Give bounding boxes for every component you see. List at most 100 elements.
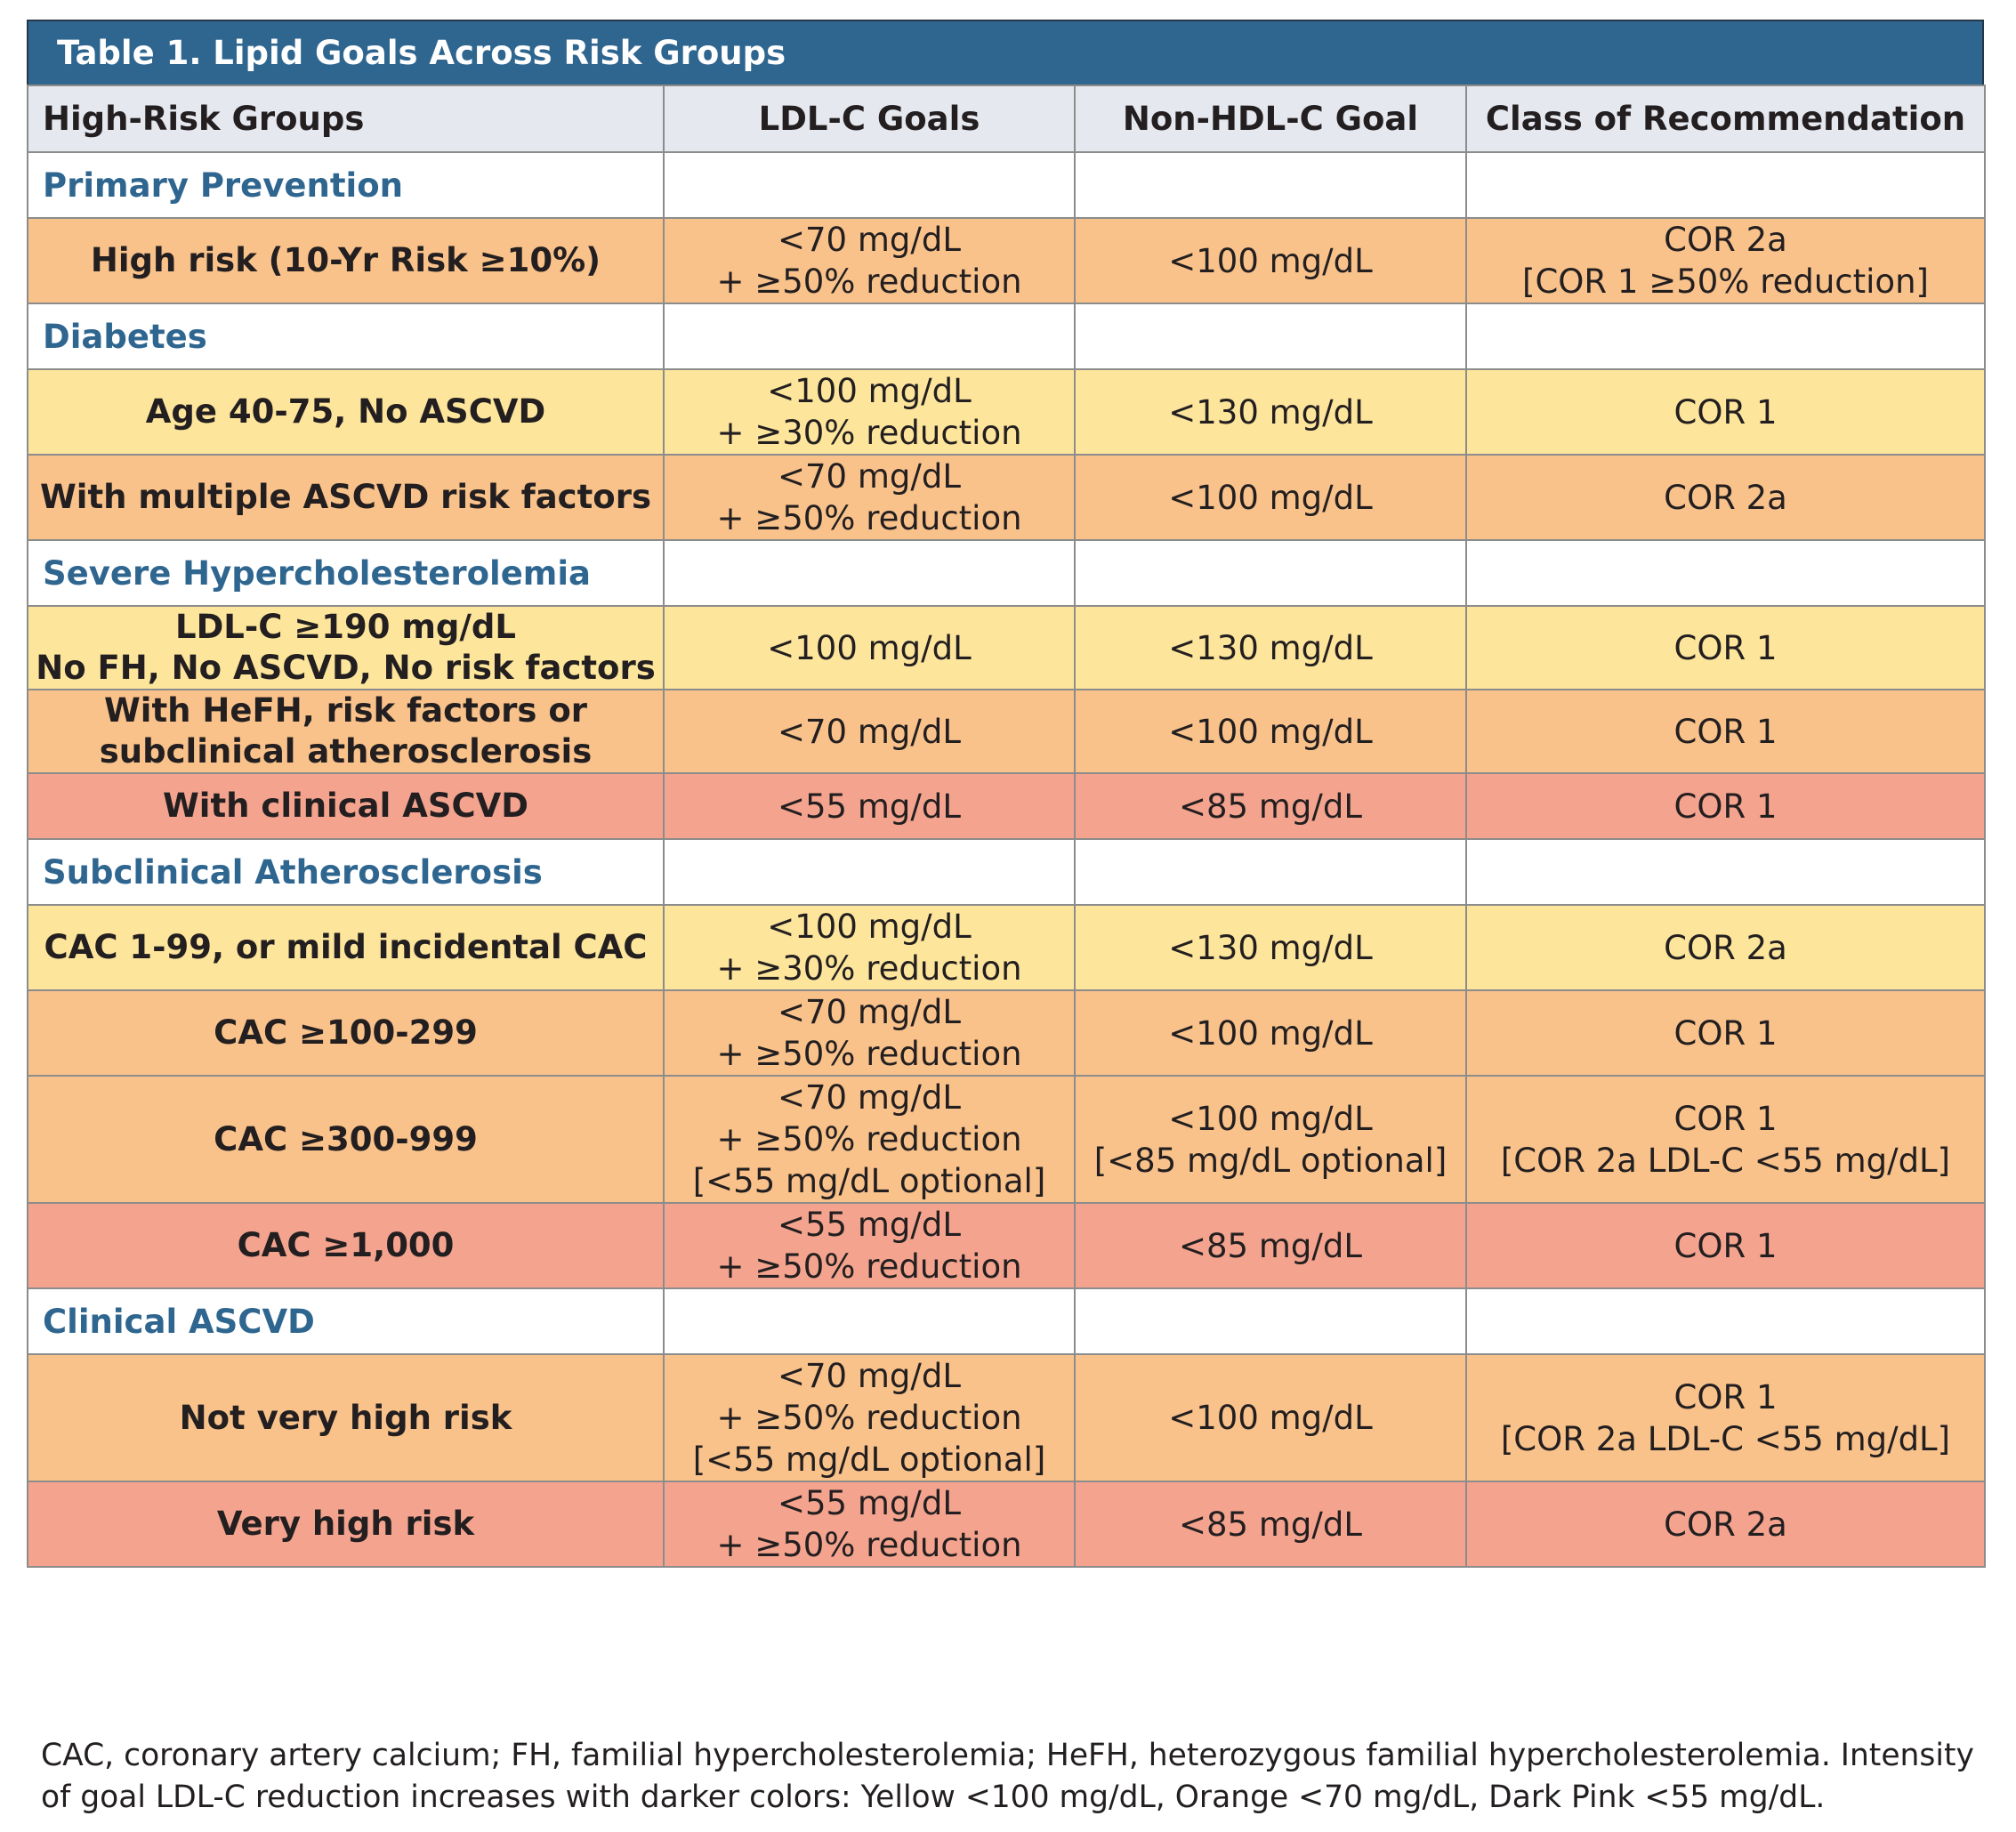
table-row: LDL-C ≥190 mg/dL No FH, No ASCVD, No risk…	[27, 605, 1986, 690]
empty-cell	[663, 539, 1076, 607]
table-row: CAC ≥100-299 <70 mg/dL + ≥50% reduction <10…	[27, 989, 1986, 1077]
empty-cell	[1465, 1287, 1986, 1355]
footnote: CAC, coronary artery calcium; FH, famili…	[41, 1735, 1989, 1819]
cell-text-line: COR 1	[1673, 787, 1778, 826]
cell-text-line: High risk (10-Yr Risk ≥10%)	[90, 241, 601, 279]
non-hdl-goal-cell: <100 mg/dL [<85 mg/dL optional]	[1074, 1075, 1467, 1204]
risk-group-cell: With clinical ASCVD	[27, 772, 665, 840]
non-hdl-goal-cell: <85 mg/dL	[1074, 772, 1467, 840]
table-row: Not very high risk <70 mg/dL + ≥50% reduct…	[27, 1353, 1986, 1482]
cell-text-line: With multiple ASCVD risk factors	[40, 478, 651, 516]
cell-text-line: CAC ≥300-999	[214, 1119, 478, 1158]
cell-text-line: With clinical ASCVD	[163, 787, 528, 825]
class-of-recommendation-cell: COR 1	[1465, 772, 1986, 840]
cell-text-line: + ≥50% reduction	[716, 1247, 1022, 1286]
section-row: Subclinical Atherosclerosis	[27, 838, 1986, 906]
non-hdl-goal-cell: <130 mg/dL	[1074, 904, 1467, 991]
cell-text-line: With HeFH, risk factors or	[103, 691, 587, 730]
cell-text-line: <100 mg/dL	[1168, 478, 1373, 517]
ldl-goal-cell: <55 mg/dL + ≥50% reduction	[663, 1202, 1076, 1289]
ldl-goal-cell: <70 mg/dL + ≥50% reduction	[663, 217, 1076, 304]
cell-text-line: <70 mg/dL	[778, 712, 961, 751]
section-row: Severe Hypercholesterolemia	[27, 539, 1986, 607]
table-title: Table 1. Lipid Goals Across Risk Groups	[57, 34, 786, 72]
non-hdl-goal-cell: <85 mg/dL	[1074, 1202, 1467, 1289]
cell-text-line: Age 40-75, No ASCVD	[145, 392, 546, 431]
risk-group-cell: LDL-C ≥190 mg/dL No FH, No ASCVD, No risk…	[27, 605, 665, 690]
ldl-goal-cell: <55 mg/dL	[663, 772, 1076, 840]
non-hdl-goal-cell: <100 mg/dL	[1074, 1353, 1467, 1482]
cell-text-line: <100 mg/dL	[1168, 1399, 1373, 1437]
ldl-goal-cell: <100 mg/dL + ≥30% reduction	[663, 904, 1076, 991]
cell-text-line: <100 mg/dL	[1168, 1013, 1373, 1053]
cell-text-line: COR 2a	[1664, 478, 1787, 517]
table-row: CAC ≥1,000 <55 mg/dL + ≥50% reduction <85 m…	[27, 1202, 1986, 1289]
empty-cell	[1074, 1287, 1467, 1355]
table-body: Primary Prevention High risk (10-Yr Risk …	[27, 151, 1986, 1568]
cell-text-line: + ≥50% reduction	[716, 1399, 1022, 1437]
class-of-recommendation-cell: COR 2a	[1465, 904, 1986, 991]
table-row: Age 40-75, No ASCVD <100 mg/dL + ≥30% redu…	[27, 368, 1986, 456]
ldl-goal-cell: <100 mg/dL	[663, 605, 1076, 690]
class-of-recommendation-cell: COR 1	[1465, 1202, 1986, 1289]
class-of-recommendation-cell: COR 1 [COR 2a LDL-C <55 mg/dL]	[1465, 1353, 1986, 1482]
cell-text-line: <85 mg/dL	[1179, 1505, 1362, 1544]
class-of-recommendation-cell: COR 2a	[1465, 454, 1986, 541]
cell-text-line: <130 mg/dL	[1168, 392, 1373, 432]
risk-group-cell: CAC ≥1,000	[27, 1202, 665, 1289]
cell-text-line: No FH, No ASCVD, No risk factors	[36, 649, 656, 687]
section-heading: Severe Hypercholesterolemia	[27, 539, 665, 607]
ldl-goal-cell: <70 mg/dL + ≥50% reduction	[663, 989, 1076, 1077]
non-hdl-goal-cell: <85 mg/dL	[1074, 1481, 1467, 1568]
empty-cell	[1465, 151, 1986, 219]
empty-cell	[1465, 303, 1986, 370]
cell-text-line: LDL-C ≥190 mg/dL	[175, 608, 516, 646]
header-non-hdl-c-goal: Non-HDL-C Goal	[1074, 85, 1467, 153]
risk-group-cell: Not very high risk	[27, 1353, 665, 1482]
table-row: CAC ≥300-999 <70 mg/dL + ≥50% reduction [<5…	[27, 1075, 1986, 1204]
cell-text-line: <100 mg/dL	[767, 628, 972, 667]
cell-text-line: + ≥50% reduction	[716, 1120, 1022, 1158]
ldl-goal-cell: <70 mg/dL + ≥50% reduction	[663, 454, 1076, 541]
cell-text-line: CAC ≥1,000	[237, 1226, 455, 1264]
section-heading: Diabetes	[27, 303, 665, 370]
header-high-risk-groups: High-Risk Groups	[27, 85, 665, 153]
section-row: Clinical ASCVD	[27, 1287, 1986, 1355]
cell-text-line: <85 mg/dL	[1179, 787, 1362, 826]
cell-text-line: + ≥50% reduction	[716, 1526, 1022, 1564]
ldl-goal-cell: <55 mg/dL + ≥50% reduction	[663, 1481, 1076, 1568]
class-of-recommendation-cell: COR 1	[1465, 989, 1986, 1077]
class-of-recommendation-cell: COR 2a [COR 1 ≥50% reduction]	[1465, 217, 1986, 304]
cell-text-line: COR 2a	[1664, 221, 1787, 259]
footnote-line: of goal LDL-C reduction increases with d…	[41, 1780, 1826, 1815]
risk-group-cell: With multiple ASCVD risk factors	[27, 454, 665, 541]
empty-cell	[663, 303, 1076, 370]
class-of-recommendation-cell: COR 2a	[1465, 1481, 1986, 1568]
table-row: With clinical ASCVD <55 mg/dL <85 mg/dL COR…	[27, 772, 1986, 840]
non-hdl-goal-cell: <100 mg/dL	[1074, 989, 1467, 1077]
class-of-recommendation-cell: COR 1	[1465, 605, 1986, 690]
cell-text-line: COR 1	[1673, 392, 1778, 432]
lipid-goals-table: High-Risk Groups LDL-C Goals Non-HDL-C G…	[27, 85, 1986, 1568]
header-class-of-recommendation: Class of Recommendation	[1465, 85, 1986, 153]
table-row: With multiple ASCVD risk factors <70 mg/d…	[27, 454, 1986, 541]
cell-text-line: + ≥30% reduction	[716, 949, 1022, 988]
cell-text-line: [COR 2a LDL-C <55 mg/dL]	[1500, 1141, 1951, 1180]
non-hdl-goal-cell: <130 mg/dL	[1074, 605, 1467, 690]
ldl-goal-cell: <70 mg/dL + ≥50% reduction [<55 mg/dL opti…	[663, 1075, 1076, 1204]
table-row: With HeFH, risk factors or subclinical at…	[27, 689, 1986, 774]
cell-text-line: + ≥30% reduction	[716, 414, 1022, 452]
cell-text-line: <55 mg/dL	[778, 1206, 961, 1244]
cell-text-line: COR 1	[1673, 1099, 1778, 1138]
section-heading: Subclinical Atherosclerosis	[27, 838, 665, 906]
cell-text-line: <100 mg/dL	[1168, 1099, 1373, 1138]
cell-text-line: COR 1	[1673, 1013, 1778, 1053]
section-heading: Clinical ASCVD	[27, 1287, 665, 1355]
non-hdl-goal-cell: <100 mg/dL	[1074, 217, 1467, 304]
cell-text-line: COR 2a	[1664, 1505, 1787, 1544]
cell-text-line: + ≥50% reduction	[716, 262, 1022, 301]
risk-group-cell: High risk (10-Yr Risk ≥10%)	[27, 217, 665, 304]
cell-text-line: + ≥50% reduction	[716, 499, 1022, 537]
header-ldl-c-goals: LDL-C Goals	[663, 85, 1076, 153]
empty-cell	[663, 1287, 1076, 1355]
